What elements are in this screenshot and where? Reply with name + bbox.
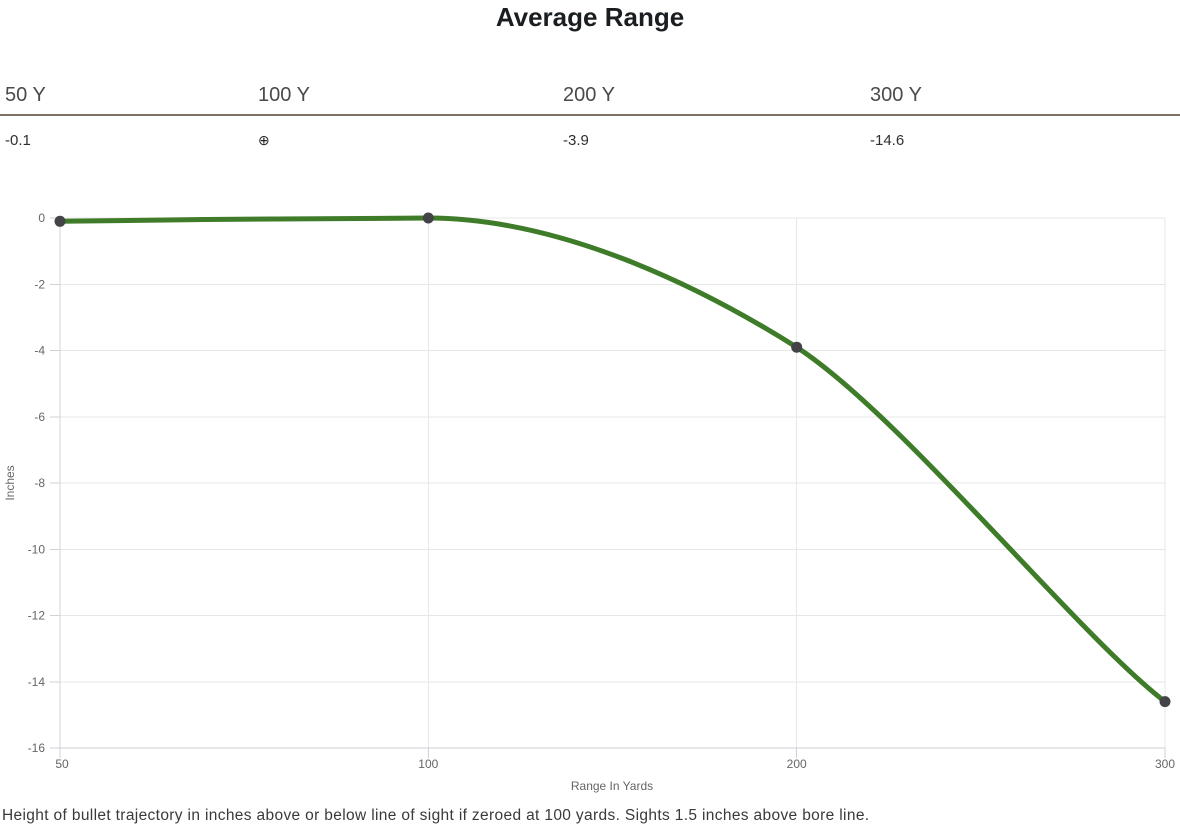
y-tick-0: 0 xyxy=(38,211,45,225)
y-tick-16: -16 xyxy=(28,741,46,755)
trajectory-chart-svg: 0 -2 -4 -6 -8 -10 -12 -14 -16 50 100 200… xyxy=(3,211,1175,793)
trajectory-chart: 0 -2 -4 -6 -8 -10 -12 -14 -16 50 100 200… xyxy=(0,190,1180,805)
range-summary-header-row: 50 Y 100 Y 200 Y 300 Y xyxy=(0,84,1180,114)
x-tick-50: 50 xyxy=(55,757,69,771)
x-axis-title: Range In Yards xyxy=(571,779,653,793)
summary-header-50y: 50 Y xyxy=(5,84,46,106)
summary-header-300y: 300 Y xyxy=(870,84,922,106)
summary-divider xyxy=(0,114,1180,116)
y-tick-8: -8 xyxy=(34,476,45,490)
y-tick-6: -6 xyxy=(34,410,45,424)
data-point-50y[interactable] xyxy=(54,215,66,227)
x-axis-labels: 50 100 200 300 xyxy=(55,757,1175,771)
y-axis-ticks xyxy=(50,217,60,749)
x-tick-300: 300 xyxy=(1155,757,1175,771)
y-tick-2: -2 xyxy=(34,277,45,291)
y-tick-14: -14 xyxy=(28,675,46,689)
y-tick-12: -12 xyxy=(28,609,46,623)
x-tick-100: 100 xyxy=(418,757,438,771)
summary-value-50y: -0.1 xyxy=(5,132,31,149)
summary-header-100y: 100 Y xyxy=(258,84,310,106)
range-summary-table: 50 Y 100 Y 200 Y 300 Y -0.1 ⊕ -3.9 -14.6 xyxy=(0,84,1180,149)
data-point-300y[interactable] xyxy=(1159,696,1171,708)
y-axis-labels: 0 -2 -4 -6 -8 -10 -12 -14 -16 xyxy=(28,211,46,755)
zeroed-crosshair-icon: ⊕ xyxy=(258,132,270,148)
range-summary-value-row: -0.1 ⊕ -3.9 -14.6 xyxy=(0,116,1180,149)
x-gridlines xyxy=(427,218,1166,748)
summary-value-300y: -14.6 xyxy=(870,132,905,149)
data-point-100y[interactable] xyxy=(422,212,434,224)
trajectory-line xyxy=(57,215,1168,705)
summary-header-200y: 200 Y xyxy=(563,84,615,106)
chart-footnote: Height of bullet trajectory in inches ab… xyxy=(2,807,870,824)
y-tick-10: -10 xyxy=(28,542,46,556)
y-tick-4: -4 xyxy=(34,344,45,358)
page-title: Average Range xyxy=(495,2,685,32)
y-axis-title: Inches xyxy=(3,465,17,500)
y-gridlines xyxy=(60,217,1165,683)
data-point-200y[interactable] xyxy=(791,341,803,353)
x-axis-ticks xyxy=(59,748,1166,758)
x-tick-200: 200 xyxy=(787,757,807,771)
summary-value-200y: -3.9 xyxy=(563,132,589,149)
data-point-markers xyxy=(54,212,1171,708)
